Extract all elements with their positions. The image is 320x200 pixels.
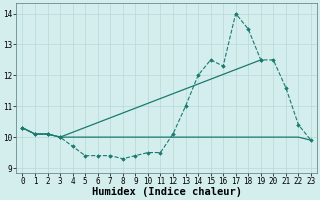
X-axis label: Humidex (Indice chaleur): Humidex (Indice chaleur) [92, 187, 242, 197]
